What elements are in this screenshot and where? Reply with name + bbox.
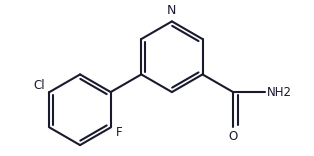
Text: NH2: NH2 <box>267 86 292 99</box>
Text: O: O <box>229 130 238 143</box>
Text: Cl: Cl <box>33 79 45 93</box>
Text: N: N <box>167 4 176 17</box>
Text: F: F <box>116 126 122 139</box>
